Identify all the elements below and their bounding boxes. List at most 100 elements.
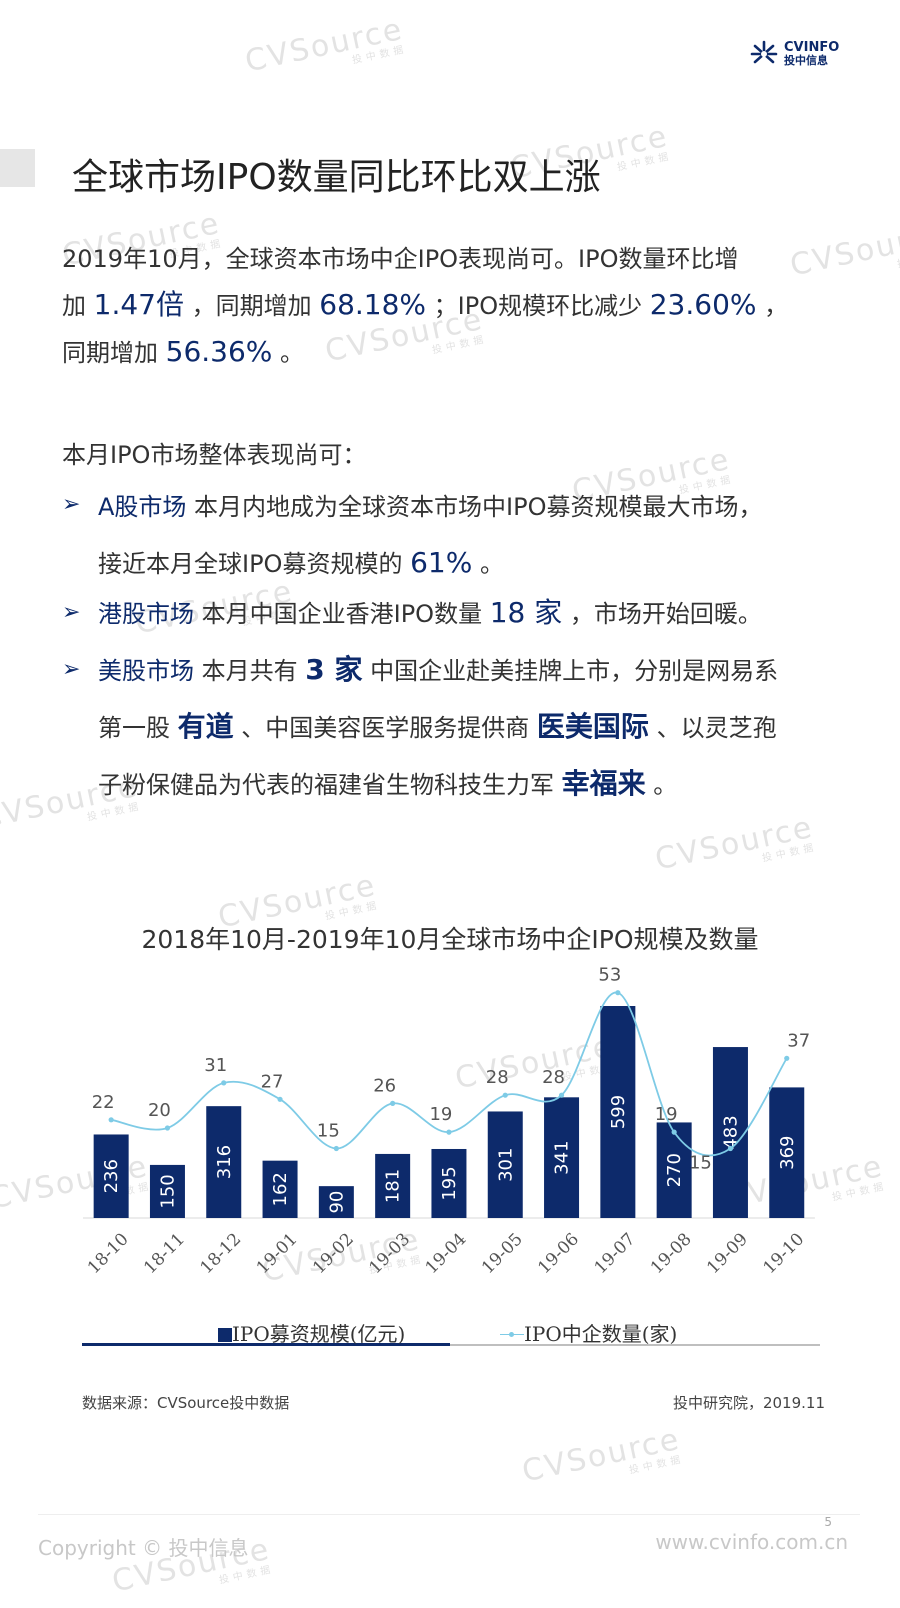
arrow-bullet-icon: ➢ [62, 492, 81, 517]
bar [262, 1160, 298, 1218]
bullet-hk-share: 港股市场 本月中国企业香港IPO数量 18 家 ，市场开始回暖。 [98, 596, 762, 629]
metric-value: 68.18% [319, 288, 427, 321]
bar [375, 1153, 411, 1218]
count-point [108, 1117, 114, 1123]
summary-line-3: 同期增加 56.36% 。 [62, 335, 305, 368]
count-value-label: 19 [655, 1104, 678, 1125]
count-point [333, 1145, 339, 1152]
count-point [671, 1129, 677, 1135]
metric-value: 18 家 [489, 596, 563, 629]
count-point [277, 1096, 283, 1102]
count-point [558, 1092, 565, 1098]
count-value-label: 37 [787, 1030, 810, 1051]
bar [206, 1106, 242, 1218]
count-point [446, 1129, 452, 1135]
logo-line2: 投中信息 [784, 54, 828, 67]
metric-value: 3 家 [305, 653, 363, 686]
count-value-label: 31 [204, 1055, 227, 1076]
bar [712, 1047, 748, 1218]
metric-value: 1.47倍 [93, 288, 184, 321]
count-point [502, 1092, 508, 1098]
bar-value-label: 483 [720, 1115, 741, 1149]
metric-value: 56.36% [165, 335, 273, 368]
count-point [221, 1080, 227, 1086]
x-tick-label: 19-05 [478, 1229, 527, 1278]
credit-text: 投中研究院，2019.11 [672, 1394, 825, 1412]
x-tick-label: 19-07 [591, 1229, 640, 1278]
footer-divider [38, 1514, 860, 1515]
company-name: 医美国际 [536, 710, 649, 743]
count-value-label: 53 [598, 965, 621, 986]
bullet-heading: 美股市场 [98, 657, 194, 685]
x-tick-label: 19-02 [309, 1229, 358, 1278]
title-accent-bar [0, 149, 35, 187]
bar [600, 1006, 636, 1218]
logo-line1: CVINFO [784, 40, 840, 55]
legend-line-label: IPO中企数量(家) [524, 1322, 678, 1346]
company-name: 幸福来 [561, 767, 646, 800]
company-name: 有道 [177, 710, 234, 743]
bullet-a-share: A股市场 本月内地成为全球资本市场中IPO募资规模最大市场， 接近本月全球IPO… [98, 493, 763, 579]
bar-value-label: 195 [439, 1166, 460, 1200]
bar [769, 1087, 805, 1218]
x-tick-label: 19-03 [365, 1229, 414, 1278]
legend-underline-light [450, 1344, 820, 1346]
bullet-us-share: 美股市场 本月共有 3 家 中国企业赴美挂牌上市，分别是网易系 第一股 有道 、… [98, 653, 779, 800]
count-point [615, 990, 621, 996]
website-link[interactable]: www.cvinfo.com.cn [655, 1530, 848, 1554]
chart-title: 2018年10月-2019年10月全球市场中企IPO规模及数量 [141, 925, 759, 954]
count-point [784, 1055, 790, 1061]
x-tick-label: 18-10 [84, 1229, 133, 1278]
bar [544, 1097, 580, 1218]
intro-text: 本月IPO市场整体表现尚可： [62, 441, 367, 469]
x-tick-label: 19-09 [703, 1229, 752, 1278]
count-value-label: 19 [429, 1104, 452, 1125]
count-value-label: 20 [148, 1100, 171, 1121]
x-tick-label: 19-04 [422, 1229, 471, 1278]
legend-line-item: IPO中企数量(家) [500, 1318, 677, 1347]
bar [656, 1122, 692, 1218]
arrow-bullet-icon: ➢ [62, 657, 81, 682]
bar [431, 1148, 467, 1218]
x-tick-label: 19-10 [759, 1229, 808, 1278]
bar-value-label: 301 [495, 1148, 516, 1182]
metric-value: 23.60% [649, 288, 757, 321]
count-value-label: 22 [92, 1092, 115, 1113]
metric-value: 61% [410, 546, 473, 579]
copyright: Copyright © 投中信息 [38, 1536, 249, 1560]
legend-bar-item: IPO募资规模(亿元) [218, 1318, 405, 1347]
bar-value-label: 270 [664, 1153, 685, 1187]
count-point [390, 1100, 396, 1106]
bullet-heading: 港股市场 [98, 600, 194, 628]
count-value-label: 26 [373, 1075, 396, 1096]
bar-value-label: 599 [608, 1095, 629, 1129]
bar-value-label: 162 [270, 1172, 291, 1206]
bar [318, 1186, 354, 1218]
x-tick-label: 18-12 [196, 1229, 245, 1278]
count-value-label: 28 [486, 1067, 509, 1088]
count-value-label: 27 [261, 1071, 284, 1092]
bullet-heading: A股市场 [98, 493, 187, 521]
count-value-label: 15 [317, 1121, 340, 1142]
x-tick-label: 19-08 [647, 1229, 696, 1278]
bar [487, 1111, 523, 1218]
bar [149, 1164, 185, 1218]
bar [93, 1134, 129, 1218]
summary-line-1: 2019年10月，全球资本市场中企IPO表现尚可。IPO数量环比增 [62, 245, 739, 273]
count-point [727, 1145, 734, 1152]
legend-bar-swatch [218, 1328, 232, 1342]
count-point [164, 1125, 171, 1131]
count-value-label: 15 [689, 1153, 712, 1174]
bar-value-label: 369 [777, 1136, 798, 1170]
bar-value-label: 236 [101, 1159, 122, 1193]
data-source: 数据来源：CVSource投中数据 [82, 1394, 290, 1412]
legend-line-swatch [500, 1328, 524, 1342]
count-value-label: 28 [542, 1067, 565, 1088]
cvinfo-logo-icon [750, 40, 778, 64]
x-tick-label: 19-06 [534, 1229, 583, 1278]
ipo-chart: 236 150 316 162 90 181 195 301 341 599 270 483 369 22… [83, 965, 815, 1278]
bar-value-label: 181 [383, 1169, 404, 1203]
